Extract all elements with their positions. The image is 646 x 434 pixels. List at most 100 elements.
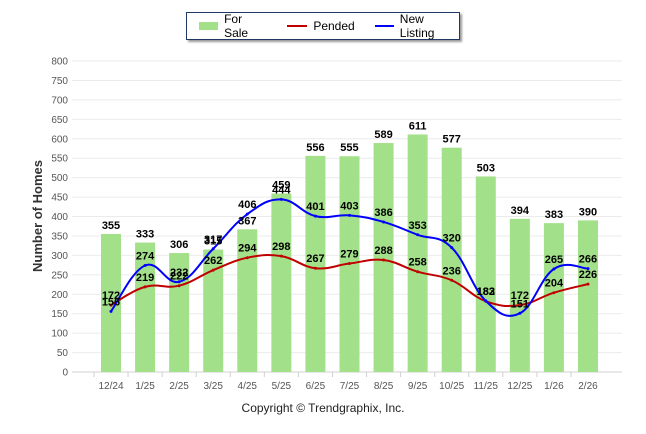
y-tick-label: 550 xyxy=(51,154,68,165)
x-axis-ticks: 12/24 1/25 2/25 3/25 4/25 5/25 6/25 7/25 8/25 9/2… xyxy=(93,372,598,392)
data-label-for-sale: 577 xyxy=(443,134,461,146)
bar-for-sale xyxy=(135,242,156,372)
point-new-listing xyxy=(245,212,249,216)
x-tick-label: 6/25 xyxy=(306,381,326,392)
data-label-pended: 279 xyxy=(340,249,358,261)
y-tick-label: 50 xyxy=(57,348,69,359)
y-tick-label: 100 xyxy=(51,329,68,340)
legend-label-new-listing: New Listing xyxy=(399,12,435,40)
data-label-new-listing: 320 xyxy=(443,233,461,245)
x-tick-label: 4/25 xyxy=(238,381,258,392)
x-tick-label: 12/25 xyxy=(507,381,532,392)
point-pended xyxy=(279,254,283,258)
y-tick-label: 400 xyxy=(51,212,68,223)
point-new-listing xyxy=(143,263,147,267)
point-pended xyxy=(586,282,590,286)
point-new-listing xyxy=(450,246,454,250)
data-label-new-listing: 151 xyxy=(511,298,529,310)
y-tick-label: 450 xyxy=(51,193,68,204)
x-tick-label: 10/25 xyxy=(439,381,464,392)
point-new-listing xyxy=(177,280,181,284)
x-tick-label: 3/25 xyxy=(203,381,223,392)
data-label-for-sale: 355 xyxy=(102,220,120,232)
bar-for-sale xyxy=(475,176,496,372)
data-label-pended: 222 xyxy=(170,271,188,283)
data-label-pended: 236 xyxy=(443,265,461,277)
point-pended xyxy=(313,266,317,270)
bar-for-sale xyxy=(509,218,530,372)
point-new-listing xyxy=(416,233,420,237)
x-tick-label: 9/25 xyxy=(408,381,428,392)
legend-item-for-sale[interactable]: For Sale xyxy=(199,12,267,40)
data-label-pended: 219 xyxy=(136,272,154,284)
point-pended xyxy=(245,256,249,260)
bar-for-sale xyxy=(271,193,292,372)
data-label-pended: 288 xyxy=(374,245,392,257)
data-label-new-listing: 183 xyxy=(477,286,495,298)
point-new-listing xyxy=(552,267,556,271)
data-label-pended: 182 xyxy=(477,286,495,298)
point-pended xyxy=(347,262,351,266)
data-label-for-sale: 556 xyxy=(306,142,324,154)
data-label-pended: 267 xyxy=(306,253,324,265)
point-new-listing xyxy=(109,309,113,313)
data-label-for-sale: 394 xyxy=(511,205,530,217)
data-label-new-listing: 386 xyxy=(374,207,392,219)
point-pended xyxy=(143,285,147,289)
data-label-for-sale: 383 xyxy=(545,209,563,221)
y-axis-ticks: 0 50 100 150 200 250 300 350 400 450 500 550 600 650 7… xyxy=(51,57,68,379)
data-label-for-sale: 459 xyxy=(272,180,290,192)
lines xyxy=(109,197,590,317)
point-pended xyxy=(416,270,420,274)
data-label-pended: 262 xyxy=(204,255,222,267)
data-label-new-listing: 353 xyxy=(408,220,426,232)
legend-swatch-pended xyxy=(287,25,308,27)
bar-for-sale xyxy=(441,147,462,372)
legend-swatch-for-sale xyxy=(199,22,219,30)
data-label-for-sale: 315 xyxy=(204,236,222,248)
data-label-pended: 226 xyxy=(579,269,597,281)
y-tick-label: 650 xyxy=(51,115,68,126)
point-new-listing xyxy=(518,311,522,315)
bar-for-sale xyxy=(101,233,121,372)
bar-for-sale xyxy=(203,249,224,372)
y-tick-label: 800 xyxy=(51,57,68,68)
y-tick-label: 350 xyxy=(51,231,68,242)
legend-label-pended: Pended xyxy=(313,19,355,33)
data-label-new-listing: 401 xyxy=(306,201,324,213)
x-tick-label: 8/25 xyxy=(374,381,394,392)
x-tick-label: 11/25 xyxy=(474,381,499,392)
legend-item-new-listing[interactable]: New Listing xyxy=(374,12,459,40)
bar-for-sale xyxy=(407,134,428,372)
data-label-new-listing: 156 xyxy=(102,296,120,308)
point-new-listing xyxy=(382,220,386,224)
x-tick-label: 12/24 xyxy=(98,381,123,392)
x-tick-label: 2/26 xyxy=(578,381,598,392)
point-new-listing xyxy=(279,197,283,201)
point-new-listing xyxy=(313,214,317,218)
point-new-listing xyxy=(586,267,590,271)
y-tick-label: 600 xyxy=(51,134,68,145)
bar-for-sale xyxy=(305,155,326,372)
data-labels: 355 333 306 315 367 459 556 555 589 611 577 503 394 3… xyxy=(102,120,597,310)
point-new-listing xyxy=(347,213,351,217)
point-pended xyxy=(518,303,522,307)
point-new-listing xyxy=(211,247,215,251)
legend-label-for-sale: For Sale xyxy=(224,12,249,40)
y-tick-label: 700 xyxy=(51,95,68,106)
legend-swatch-new-listing xyxy=(374,25,394,27)
x-tick-label: 2/25 xyxy=(169,381,189,392)
data-label-new-listing: 317 xyxy=(204,234,222,246)
y-tick-label: 150 xyxy=(51,309,68,320)
data-label-for-sale: 589 xyxy=(374,129,392,141)
bar-for-sale xyxy=(237,229,258,372)
data-label-new-listing: 232 xyxy=(170,267,188,279)
y-tick-label: 750 xyxy=(51,76,68,87)
legend: For Sale Pended New Listing xyxy=(186,12,460,40)
y-tick-label: 0 xyxy=(62,368,68,379)
y-tick-label: 200 xyxy=(51,290,68,301)
point-pended xyxy=(382,258,386,262)
bar-for-sale xyxy=(543,223,564,372)
data-label-pended: 294 xyxy=(238,243,257,255)
legend-item-pended[interactable]: Pended xyxy=(287,19,355,33)
